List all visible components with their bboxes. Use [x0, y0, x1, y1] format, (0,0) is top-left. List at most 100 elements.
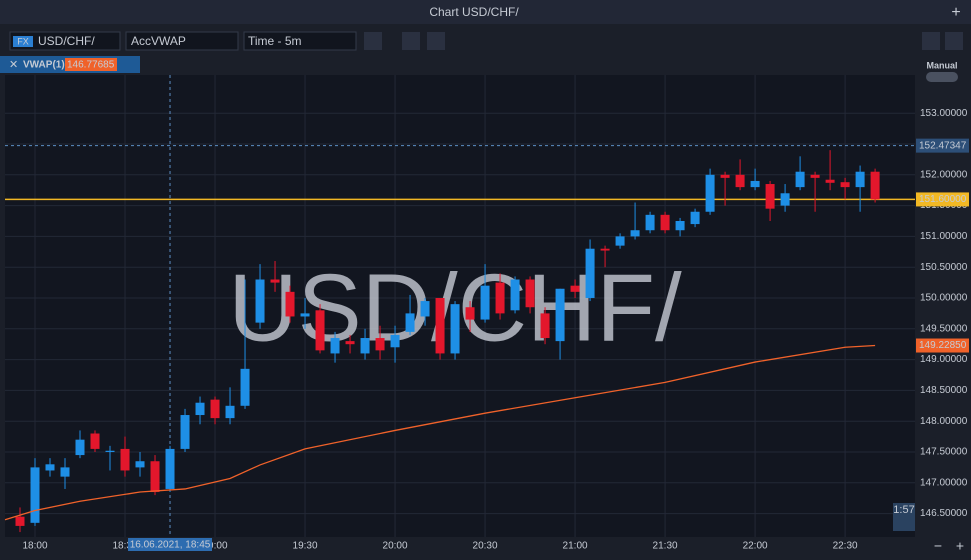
timeframe: Time - 5m: [248, 34, 302, 48]
candle-body: [780, 193, 790, 206]
tool-draw[interactable]: [402, 32, 420, 50]
add-button[interactable]: +: [951, 4, 960, 21]
candle-body: [570, 285, 580, 292]
zoom-in[interactable]: +: [956, 538, 964, 554]
badge: FX: [17, 36, 29, 46]
candle-body: [855, 171, 865, 188]
price-badge: [916, 138, 969, 153]
y-tick-label: 148.50000: [920, 385, 968, 396]
candle-body: [330, 338, 340, 354]
candle-body: [825, 179, 835, 183]
candle-body: [615, 236, 625, 246]
candle-body: [735, 174, 745, 188]
x-tick-label: 21:00: [563, 541, 588, 552]
candle-body: [45, 464, 55, 471]
y-tick-label: 150.50000: [920, 262, 968, 273]
candle-body: [270, 279, 280, 283]
candle-body: [210, 399, 220, 419]
tool-order[interactable]: [427, 32, 445, 50]
y-tick-label: 147.00000: [920, 477, 968, 488]
candle-body: [90, 433, 100, 449]
tool-candles[interactable]: [364, 32, 382, 50]
y-tick-label: 148.00000: [920, 416, 968, 427]
x-tick-label: 20:00: [383, 541, 408, 552]
template-box[interactable]: [125, 31, 239, 51]
candle-body: [525, 279, 535, 308]
badge-bg: [13, 36, 33, 47]
candle-body: [690, 211, 700, 225]
candle-body: [360, 338, 370, 354]
x-tick-label: 22:30: [833, 541, 858, 552]
mode-toggle[interactable]: [926, 72, 958, 82]
zoom-out[interactable]: −: [934, 538, 942, 554]
candle-body: [495, 282, 505, 314]
price-badge: [916, 338, 969, 353]
candle-body: [840, 182, 850, 188]
y-tick-label: 146.50000: [920, 508, 968, 519]
candle-body: [15, 516, 25, 526]
date-badge: [128, 538, 213, 551]
candle-body: [660, 214, 670, 231]
x-tick-label: 19:00: [203, 541, 228, 552]
window-title: Chart USD/CHF/: [429, 5, 519, 19]
candle-body: [705, 174, 715, 212]
indicator-value-bg: [65, 58, 117, 71]
x-tick-label: 20:30: [473, 541, 498, 552]
candle-body: [645, 214, 655, 231]
x-tick-label: 18:30: [112, 541, 137, 552]
y-tick-label: 152.00000: [920, 169, 968, 180]
timeframe-box[interactable]: [243, 31, 357, 51]
x-tick-label: 22:00: [743, 541, 768, 552]
indicator-close[interactable]: ✕: [9, 59, 18, 71]
tool-save[interactable]: [922, 32, 940, 50]
candle-body: [135, 461, 145, 468]
candle-body: [405, 313, 415, 332]
candle-body: [120, 448, 130, 471]
title-bar: [0, 0, 971, 24]
candle-body: [315, 310, 325, 351]
symbol: USD/CHF/: [38, 34, 95, 48]
candle-body: [30, 467, 40, 523]
y-tick-label: 147.50000: [920, 447, 968, 458]
price-badge-label: 152.47347: [919, 140, 967, 151]
candle-body: [390, 334, 400, 348]
symbol-box[interactable]: [9, 31, 121, 51]
candle-body: [720, 174, 730, 178]
countdown: 1:57: [893, 504, 914, 516]
price-badge-label: 149.22850: [919, 340, 967, 351]
candle-body: [105, 450, 115, 452]
tool-cart[interactable]: [945, 32, 963, 50]
candle-body: [750, 180, 760, 188]
candle-body: [255, 279, 265, 323]
price-badge-label: 151.60000: [919, 194, 967, 205]
x-tick-label: 18:00: [22, 541, 47, 552]
candle-body: [555, 288, 565, 342]
candle-body: [165, 448, 175, 489]
countdown-bg: [893, 503, 915, 531]
price-badge: [916, 192, 969, 207]
candle-body: [75, 439, 85, 456]
candle-body: [585, 248, 595, 298]
mode-label: Manual: [926, 60, 957, 70]
candle-body: [795, 171, 805, 188]
candle-body: [225, 405, 235, 419]
y-tick-label: 153.00000: [920, 108, 968, 119]
candle-body: [345, 341, 355, 345]
y-tick-label: 150.00000: [920, 293, 968, 304]
candle-body: [600, 248, 610, 251]
y-tick-label: 149.00000: [920, 354, 968, 365]
candle-body: [300, 313, 310, 317]
template: AccVWAP: [131, 34, 186, 48]
candle-body: [675, 220, 685, 231]
candle-body: [465, 307, 475, 320]
candle-body: [630, 230, 640, 237]
y-tick-label: 151.00000: [920, 231, 968, 242]
candle-body: [180, 415, 190, 449]
vwap-line: [4, 344, 876, 521]
candle-body: [240, 368, 250, 406]
candle-body: [435, 297, 445, 354]
indicator-value: 146.77685: [67, 60, 115, 71]
x-tick-label: 19:30: [293, 541, 318, 552]
date-badge-label: 16.06.2021, 18:45: [130, 540, 211, 551]
